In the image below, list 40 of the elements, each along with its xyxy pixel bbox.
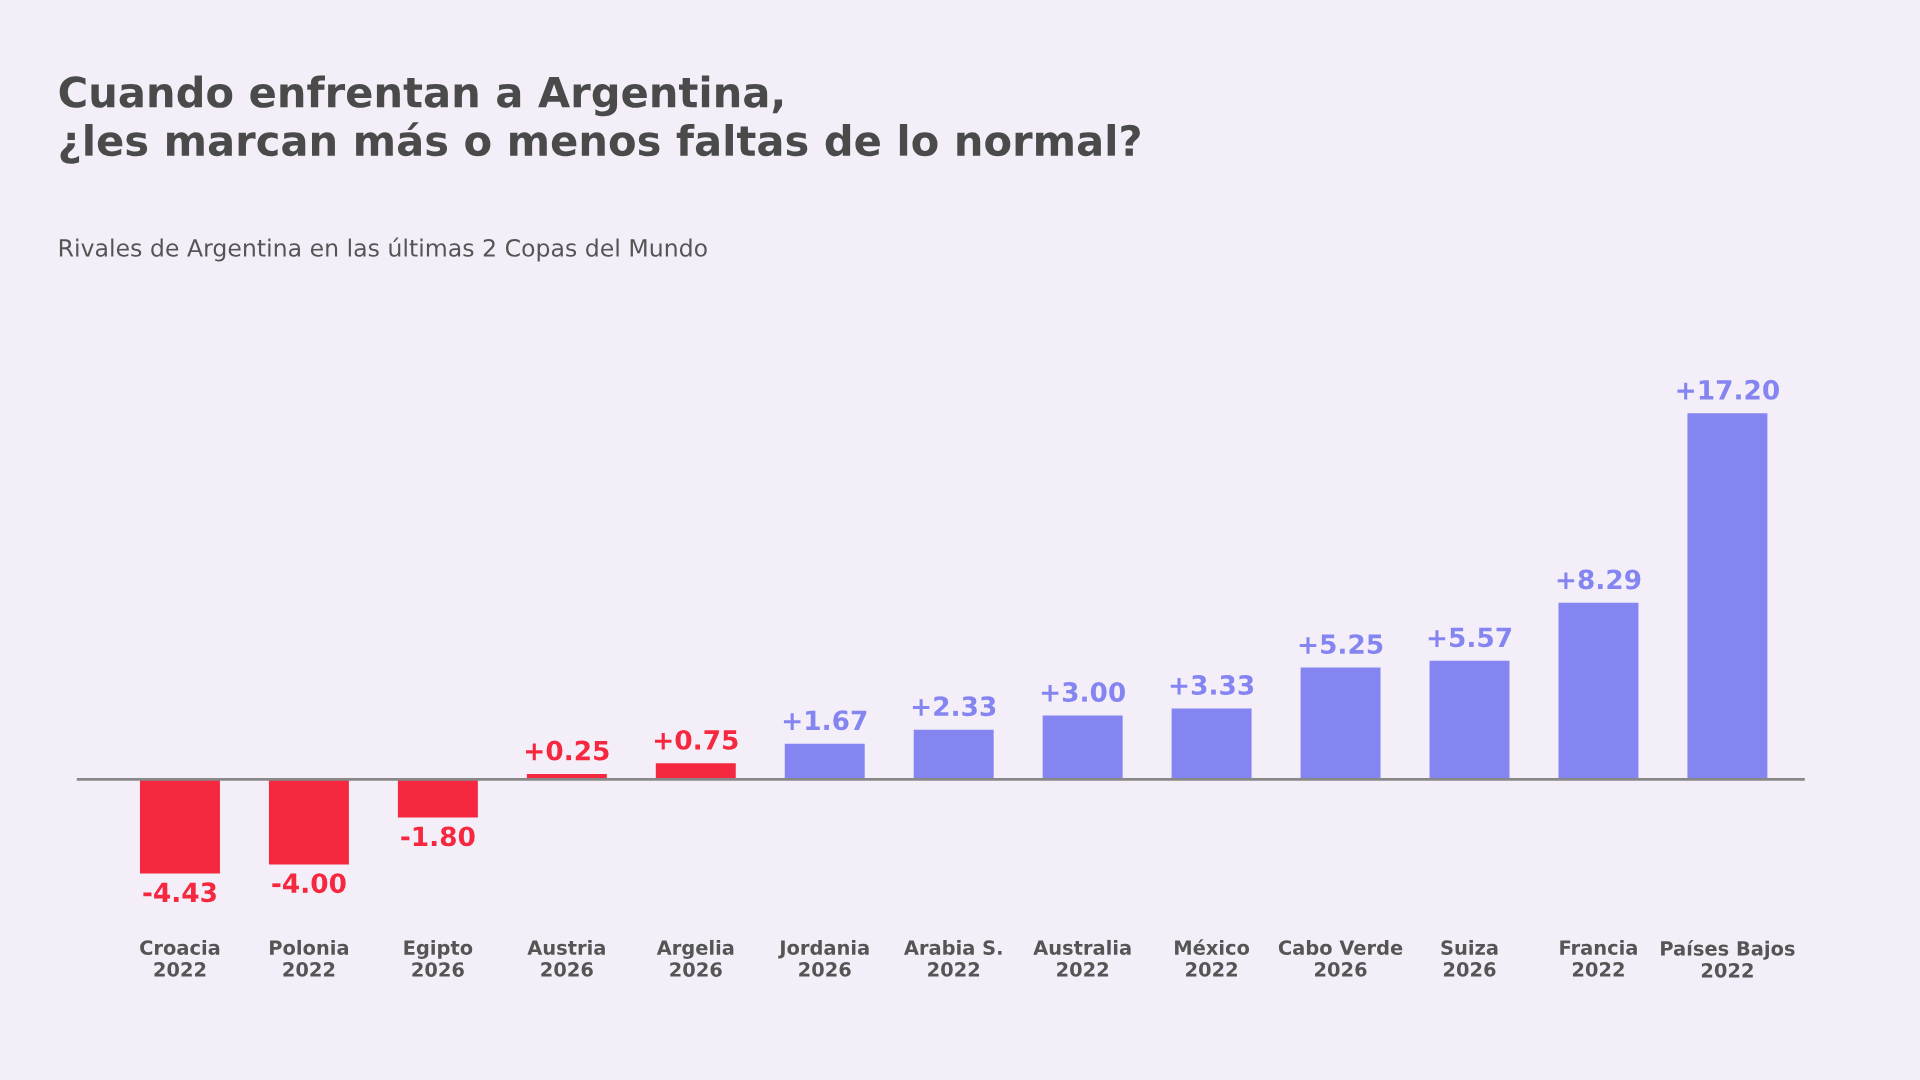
x-tick-label: México 2022 xyxy=(1175,939,1250,977)
data-label: +3.00 xyxy=(1041,682,1125,702)
bar xyxy=(913,729,994,780)
x-tick-label: Croacia 2022 xyxy=(140,939,220,977)
chart-subtitle: Rivales de Argentina en las últimas 2 Copas del Mundo xyxy=(59,237,707,262)
x-tick-label: Polonia 2022 xyxy=(270,939,349,977)
data-label: -4.43 xyxy=(143,882,216,903)
bar xyxy=(397,779,478,818)
data-label: +0.25 xyxy=(526,740,609,761)
data-label: +8.29 xyxy=(1557,569,1641,590)
x-tick-label: Cabo Verde 2026 xyxy=(1278,939,1403,977)
data-label: +17.20 xyxy=(1677,379,1779,400)
data-label: +3.33 xyxy=(1170,675,1254,695)
bar xyxy=(1558,602,1639,780)
x-tick-label: Suiza 2026 xyxy=(1441,939,1498,977)
x-tick-label: Arabia S. 2022 xyxy=(903,939,1002,977)
data-label: +5.57 xyxy=(1428,627,1512,648)
bar xyxy=(1687,413,1768,780)
data-label: -4.00 xyxy=(272,873,346,894)
bar xyxy=(655,763,736,780)
x-tick-label: Francia 2022 xyxy=(1560,939,1637,977)
data-label: +2.33 xyxy=(912,696,996,717)
x-tick-label: Austria 2026 xyxy=(527,939,605,977)
x-tick-label: Argelia 2026 xyxy=(656,939,734,977)
bar xyxy=(268,779,349,865)
x-tick-label: Australia 2022 xyxy=(1033,939,1131,977)
bar xyxy=(1300,667,1381,780)
bar xyxy=(1429,660,1510,780)
x-tick-label: Países Bajos 2022 xyxy=(1661,939,1795,978)
data-label: -1.80 xyxy=(401,826,475,847)
data-label: +0.75 xyxy=(654,729,738,750)
data-label: +1.67 xyxy=(783,710,867,731)
bar xyxy=(1171,708,1252,780)
data-label: +5.25 xyxy=(1299,634,1383,655)
x-tick-label: Egipto 2026 xyxy=(404,939,473,977)
x-tick-label: Jordania 2026 xyxy=(778,939,869,977)
bar xyxy=(139,779,220,874)
bar xyxy=(784,743,865,780)
bar xyxy=(1042,715,1123,780)
chart-title: Cuando enfrentan a Argentina, ¿les marcan más o menos faltas de lo normal? xyxy=(59,75,1140,164)
